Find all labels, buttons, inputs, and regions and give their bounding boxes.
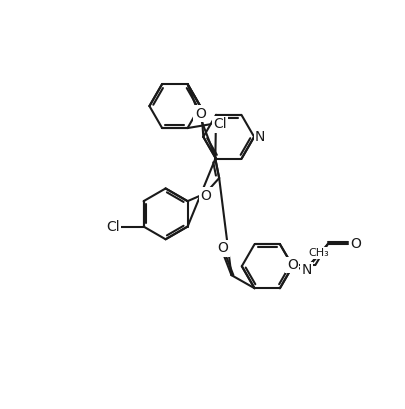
Text: O: O [195, 107, 206, 121]
Text: N: N [255, 130, 266, 144]
Text: O: O [350, 237, 361, 251]
Text: Cl: Cl [106, 220, 119, 234]
Text: O: O [287, 258, 298, 272]
Text: N: N [301, 263, 312, 277]
Text: Cl: Cl [213, 117, 227, 131]
Text: O: O [200, 189, 211, 203]
Text: O: O [217, 241, 228, 255]
Text: CH₃: CH₃ [309, 248, 329, 258]
